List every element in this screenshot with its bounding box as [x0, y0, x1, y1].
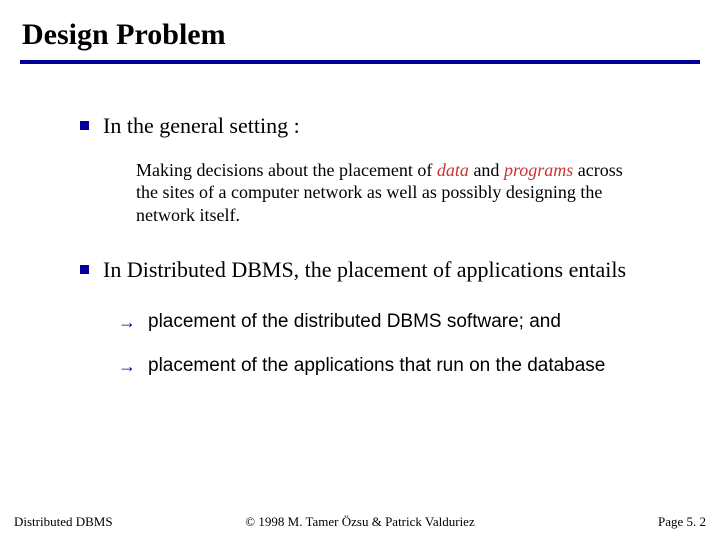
- bullet-text-1: In the general setting :: [103, 112, 300, 141]
- arrow-icon: →: [118, 356, 136, 377]
- bullet-text-2: In Distributed DBMS, the placement of ap…: [103, 256, 626, 285]
- bullet-item-2: In Distributed DBMS, the placement of ap…: [80, 256, 660, 285]
- slide: Design Problem In the general setting : …: [0, 0, 720, 540]
- footer-left: Distributed DBMS: [14, 514, 113, 530]
- footer: Distributed DBMS © 1998 M. Tamer Özsu & …: [0, 514, 720, 530]
- arrow-item-1: → placement of the distributed DBMS soft…: [80, 311, 660, 333]
- square-bullet-icon: [80, 265, 89, 274]
- sub1-emphasis-data: data: [437, 160, 469, 180]
- arrow-text-1: placement of the distributed DBMS softwa…: [148, 311, 561, 333]
- sub-paragraph-1: Making decisions about the placement of …: [80, 159, 660, 227]
- content-area: In the general setting : Making decision…: [20, 112, 700, 377]
- sub1-mid: and: [469, 160, 504, 180]
- footer-center: © 1998 M. Tamer Özsu & Patrick Valduriez: [245, 514, 474, 530]
- sub1-pre: Making decisions about the placement of: [136, 160, 437, 180]
- title-underline: [20, 60, 700, 64]
- arrow-item-2: → placement of the applications that run…: [80, 355, 660, 377]
- bullet-item-1: In the general setting :: [80, 112, 660, 141]
- sub1-emphasis-programs: programs: [504, 160, 573, 180]
- arrow-text-2: placement of the applications that run o…: [148, 355, 605, 377]
- slide-title: Design Problem: [20, 18, 700, 52]
- footer-right: Page 5. 2: [658, 514, 706, 530]
- square-bullet-icon: [80, 121, 89, 130]
- arrow-icon: →: [118, 312, 136, 333]
